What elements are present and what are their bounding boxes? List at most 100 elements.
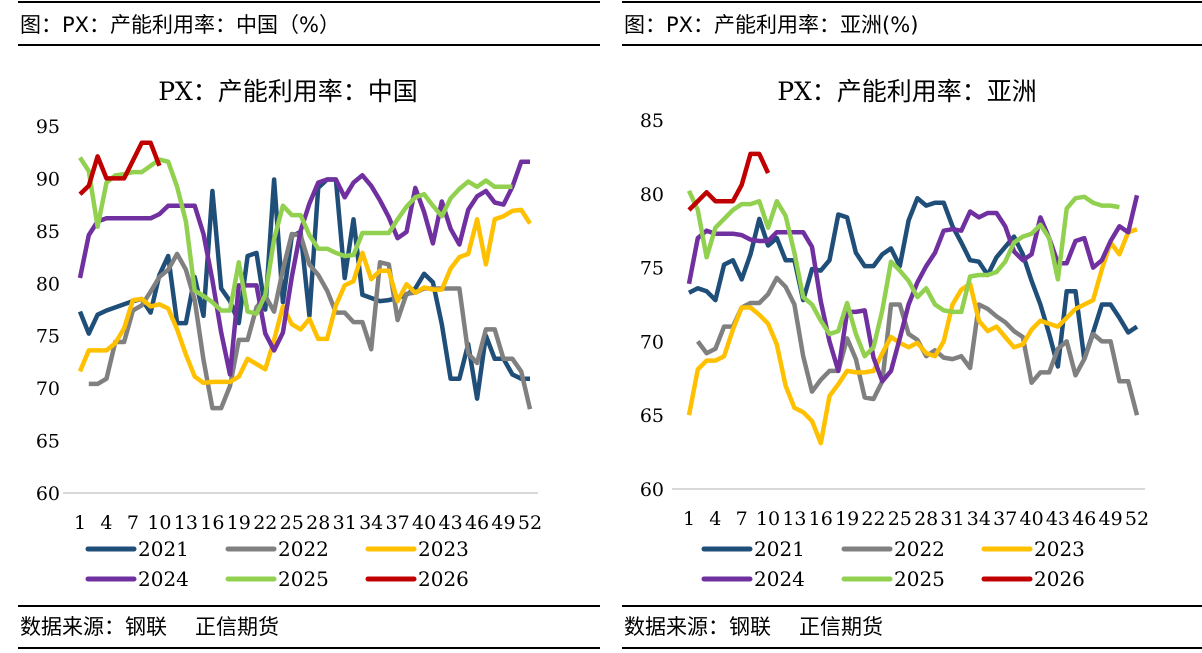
- x-tick-label: 49: [1099, 508, 1123, 530]
- legend-label: 2022: [278, 537, 329, 561]
- legend-label: 2025: [894, 567, 945, 591]
- series-line-2023: [686, 227, 1138, 446]
- series-line-2023: [77, 207, 532, 386]
- x-tick-label: 28: [306, 512, 330, 534]
- company-text: 正信期货: [799, 615, 883, 639]
- x-tick-label: 34: [967, 508, 991, 530]
- x-tick-label: 1: [683, 508, 695, 530]
- caption-rule: [18, 44, 600, 46]
- legend-label: 2025: [278, 567, 329, 591]
- x-tick-label: 19: [835, 508, 859, 530]
- x-tick-label: 52: [1125, 508, 1149, 530]
- series-line-2024: [77, 159, 530, 377]
- x-tick-label: 31: [333, 512, 357, 534]
- legend-item-2026: 2026: [981, 567, 1085, 591]
- y-tick-label: 60: [36, 483, 60, 505]
- y-tick-label: 75: [36, 326, 60, 348]
- series-line-2025: [686, 189, 1120, 359]
- x-tick-label: 22: [253, 512, 277, 534]
- legend-item-2021: 2021: [701, 537, 805, 561]
- source-note: 数据来源：钢联 正信期货: [624, 612, 883, 642]
- y-tick-label: 80: [36, 273, 60, 295]
- x-tick-label: 10: [147, 512, 171, 534]
- x-tick-label: 34: [359, 512, 383, 534]
- company-text: 正信期货: [195, 615, 279, 639]
- legend-label: 2022: [894, 537, 945, 561]
- x-tick-label: 16: [200, 512, 224, 534]
- y-tick-label: 90: [36, 168, 60, 190]
- y-tick-label: 70: [36, 378, 60, 400]
- x-tick-label: 19: [227, 512, 251, 534]
- legend-item-2023: 2023: [365, 537, 469, 561]
- legend-label: 2024: [754, 567, 805, 591]
- legend-item-2022: 2022: [841, 537, 945, 561]
- x-tick-label: 40: [412, 512, 436, 534]
- y-tick-label: 85: [640, 110, 664, 132]
- x-tick-label: 16: [809, 508, 833, 530]
- legend-label: 2021: [138, 537, 189, 561]
- x-tick-label: 49: [491, 512, 515, 534]
- legend-label: 2023: [1034, 537, 1085, 561]
- y-tick-label: 95: [36, 116, 60, 138]
- china-utilization-chart: PX：产能利用率：中国 60 65 70 75 80 85 90 95 1 4 7 10 13 16 19 22…: [36, 77, 542, 591]
- legend-item-2024: 2024: [85, 567, 189, 591]
- x-tick-label: 46: [465, 512, 489, 534]
- series-line-2021: [77, 177, 530, 401]
- x-tick-label: 1: [74, 512, 86, 534]
- panel-china: 图：PX：产能利用率：中国（%） PX：产能利用率：中国 60 65 70 75 80 85…: [18, 0, 600, 653]
- series-line-2026: [687, 151, 771, 212]
- x-tick-label: 46: [1072, 508, 1096, 530]
- legend-item-2022: 2022: [225, 537, 329, 561]
- series-line-2025: [78, 156, 513, 316]
- legend-label: 2026: [1034, 567, 1085, 591]
- panel-asia: 图：PX：产能利用率：亚洲(%) PX：产能利用率：亚洲 60 65 70 75 80 85…: [622, 0, 1202, 653]
- series-line-2022: [88, 231, 533, 411]
- legend-item-2025: 2025: [841, 567, 945, 591]
- legend-item-2021: 2021: [85, 537, 189, 561]
- bottom-rule: [18, 647, 600, 649]
- legend-item-2025: 2025: [225, 567, 329, 591]
- top-rule: [18, 1, 600, 3]
- x-tick-label: 13: [174, 512, 198, 534]
- y-tick-label: 70: [640, 331, 664, 353]
- x-tick-label: 43: [438, 512, 462, 534]
- y-tick-label: 65: [640, 405, 664, 427]
- series-line-2026: [78, 140, 162, 196]
- x-tick-label: 37: [386, 512, 410, 534]
- bottom-rule: [622, 647, 1202, 649]
- x-tick-label: 52: [518, 512, 542, 534]
- chart-title: PX：产能利用率：亚洲: [777, 77, 1037, 106]
- figure-caption: 图：PX：产能利用率：亚洲(%): [624, 13, 919, 37]
- series-line-2022: [695, 275, 1140, 416]
- x-tick-label: 13: [782, 508, 806, 530]
- source-text: 数据来源：钢联: [624, 615, 771, 639]
- legend-label: 2021: [754, 537, 805, 561]
- footer-rule: [18, 605, 600, 607]
- chart-title: PX：产能利用率：中国: [158, 77, 418, 106]
- x-tick-label: 4: [100, 512, 112, 534]
- legend-label: 2024: [138, 567, 189, 591]
- x-tick-label: 4: [709, 508, 721, 530]
- source-note: 数据来源：钢联 正信期货: [20, 612, 279, 642]
- y-tick-label: 80: [640, 184, 664, 206]
- x-tick-label: 37: [993, 508, 1017, 530]
- y-tick-label: 75: [640, 258, 664, 280]
- x-tick-label: 7: [127, 512, 139, 534]
- legend-item-2026: 2026: [365, 567, 469, 591]
- x-tick-label: 10: [756, 508, 780, 530]
- legend-item-2023: 2023: [981, 537, 1085, 561]
- figure-caption: 图：PX：产能利用率：中国（%）: [20, 13, 341, 37]
- x-tick-label: 28: [914, 508, 938, 530]
- footer-rule: [622, 605, 1202, 607]
- y-tick-label: 85: [36, 221, 60, 243]
- legend-label: 2023: [418, 537, 469, 561]
- x-tick-label: 43: [1046, 508, 1070, 530]
- x-tick-label: 25: [888, 508, 912, 530]
- x-tick-label: 22: [861, 508, 885, 530]
- x-tick-label: 31: [940, 508, 964, 530]
- y-tick-label: 60: [640, 479, 664, 501]
- source-text: 数据来源：钢联: [20, 615, 167, 639]
- x-tick-label: 25: [280, 512, 304, 534]
- x-tick-label: 40: [1019, 508, 1043, 530]
- x-tick-label: 7: [736, 508, 748, 530]
